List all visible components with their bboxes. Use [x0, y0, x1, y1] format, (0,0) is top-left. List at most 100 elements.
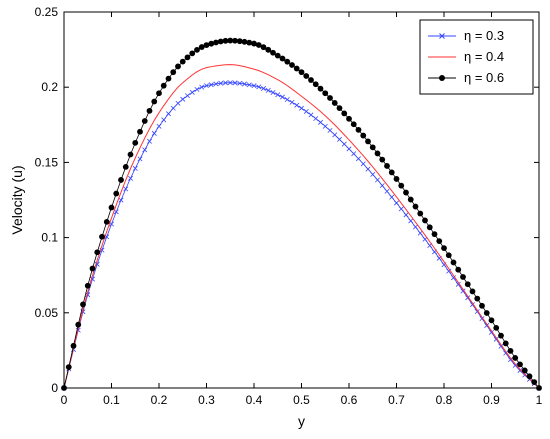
data-point	[170, 105, 176, 111]
data-point	[160, 82, 167, 89]
data-point	[118, 177, 124, 183]
data-point	[351, 151, 357, 157]
data-point	[403, 189, 409, 196]
data-point	[417, 210, 424, 217]
data-point	[261, 85, 266, 91]
data-point	[422, 217, 428, 224]
x-axis-title: y	[298, 413, 305, 429]
data-point	[142, 147, 148, 153]
y-axis-ticks: 0 0.05 0.1 0.15 0.2 0.25	[35, 5, 539, 395]
data-point	[175, 100, 181, 106]
data-point	[531, 379, 538, 385]
legend-item: η = 0.4	[428, 49, 504, 64]
series-2	[63, 64, 540, 389]
data-point	[517, 368, 523, 373]
data-point	[241, 38, 248, 45]
data-point	[512, 362, 518, 368]
data-point	[446, 268, 452, 274]
data-point	[379, 183, 385, 189]
data-point	[522, 372, 528, 378]
data-point	[280, 94, 285, 100]
data-point	[213, 39, 219, 46]
data-point	[488, 317, 495, 324]
y-tick-label: 0	[51, 381, 58, 395]
data-point	[507, 348, 514, 354]
data-point	[389, 194, 395, 200]
data-point	[394, 200, 399, 206]
data-point	[270, 90, 276, 96]
data-point	[251, 83, 257, 89]
data-point	[403, 212, 409, 218]
data-point	[498, 343, 504, 349]
data-point	[208, 82, 214, 88]
data-point	[170, 69, 177, 76]
data-point	[80, 301, 86, 308]
x-tick-label: 0.7	[388, 393, 405, 407]
data-point	[450, 259, 457, 266]
x-tick-label: 0.3	[198, 393, 215, 407]
data-point	[146, 107, 153, 114]
data-point	[412, 203, 419, 210]
data-point	[407, 196, 414, 203]
data-point	[303, 73, 310, 79]
data-point	[375, 177, 380, 183]
data-point	[332, 132, 338, 138]
data-point	[242, 81, 247, 87]
data-point	[493, 324, 500, 331]
data-point	[251, 40, 257, 47]
data-point	[356, 156, 361, 162]
data-point	[165, 75, 172, 82]
data-point	[194, 46, 200, 53]
data-point	[398, 182, 405, 189]
data-point	[426, 224, 433, 231]
data-point	[346, 115, 352, 122]
data-point	[360, 132, 367, 139]
data-point	[498, 332, 504, 339]
y-axis-title: Velocity (u)	[9, 165, 25, 234]
data-point	[289, 62, 295, 68]
data-point	[455, 266, 462, 273]
series-line	[63, 64, 540, 389]
data-point	[256, 84, 262, 90]
data-point	[132, 165, 138, 171]
y-tick-label: 0.2	[41, 80, 58, 94]
x-tick-label: 0.4	[246, 393, 263, 407]
legend-label: η = 0.3	[464, 28, 504, 43]
data-point	[384, 188, 390, 194]
data-point	[318, 119, 323, 125]
data-point	[331, 100, 338, 106]
data-point	[336, 105, 343, 112]
data-point	[270, 49, 276, 56]
data-point	[308, 112, 314, 118]
data-point	[265, 46, 272, 53]
data-point	[227, 80, 233, 86]
data-point	[369, 144, 376, 151]
data-point	[232, 37, 238, 44]
data-point	[274, 52, 281, 59]
x-axis-ticks: 0 0.1 0.2 0.3 0.4 0.5 0.6 0.7 0.8 0.9 1	[61, 12, 543, 407]
data-point	[189, 89, 195, 95]
y-tick-label: 0.05	[35, 306, 59, 320]
legend-label: η = 0.6	[464, 70, 504, 85]
data-point	[94, 249, 101, 256]
data-point	[294, 102, 300, 108]
data-point	[346, 146, 352, 152]
data-point	[217, 38, 224, 45]
data-point	[246, 39, 253, 46]
data-point	[208, 40, 215, 47]
data-point	[279, 55, 286, 62]
data-point	[265, 87, 271, 93]
data-point	[185, 93, 190, 99]
data-point	[70, 342, 77, 349]
data-point	[327, 127, 333, 133]
data-point	[137, 128, 143, 135]
plot-marks	[61, 37, 542, 391]
data-point	[322, 123, 328, 129]
data-point	[303, 108, 309, 114]
data-point	[255, 42, 262, 48]
data-point	[483, 310, 490, 316]
data-point	[517, 361, 523, 368]
data-point	[151, 98, 158, 105]
data-point	[99, 233, 105, 240]
data-point	[469, 288, 476, 295]
